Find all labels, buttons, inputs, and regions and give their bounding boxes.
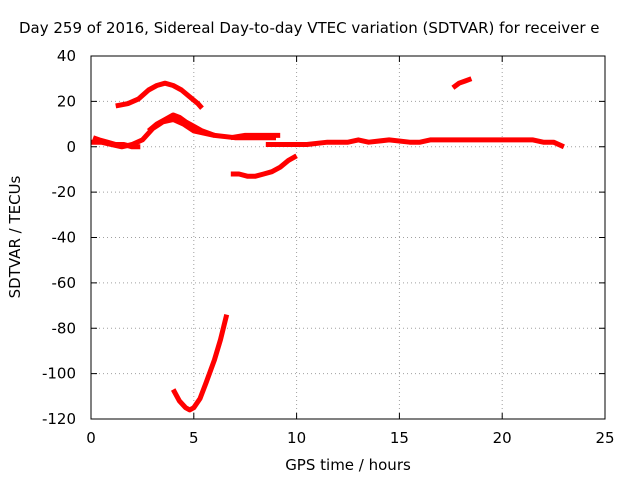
series-arc-deep-v: [171, 313, 230, 413]
chart-title: Day 259 of 2016, Sidereal Day-to-day VTE…: [19, 19, 600, 37]
x-tick-label: 0: [86, 429, 96, 447]
y-tick-label: 0: [66, 138, 76, 156]
y-tick-label: -120: [42, 410, 76, 428]
series-arc-dip: [230, 153, 298, 179]
series-arc-short-rise: [451, 76, 473, 90]
y-axis-title: SDTVAR / TECUs: [6, 175, 24, 298]
series-arc-upper-hump: [115, 80, 204, 110]
y-tick-label: 40: [57, 47, 76, 65]
x-tick-label: 25: [595, 429, 614, 447]
y-tick-label: -20: [52, 183, 77, 201]
series-arc-noisy-start: [92, 135, 141, 150]
x-tick-label: 20: [493, 429, 512, 447]
y-tick-label: -80: [52, 319, 77, 337]
y-tick-label: 20: [57, 92, 76, 110]
y-tick-label: -100: [42, 365, 76, 383]
x-axis-title: GPS time / hours: [285, 456, 411, 474]
series-arc-long-flat: [265, 137, 565, 150]
series-arc-short-plateau: [230, 132, 281, 141]
x-tick-label: 15: [390, 429, 409, 447]
grid-lines: [91, 56, 605, 419]
series-arc-mid-hump: [147, 112, 216, 138]
y-tick-label: -40: [52, 229, 77, 247]
x-tick-label: 10: [287, 429, 306, 447]
y-tick-label: -60: [52, 274, 77, 292]
x-tick-label: 5: [189, 429, 199, 447]
series-layer: [91, 76, 565, 413]
y-tick-labels: 40 20 0 -20 -40 -60 -80 -100 -120: [42, 47, 76, 428]
x-tick-labels: 0 5 10 15 20 25: [86, 429, 614, 447]
axis-ticks: [90, 55, 606, 420]
